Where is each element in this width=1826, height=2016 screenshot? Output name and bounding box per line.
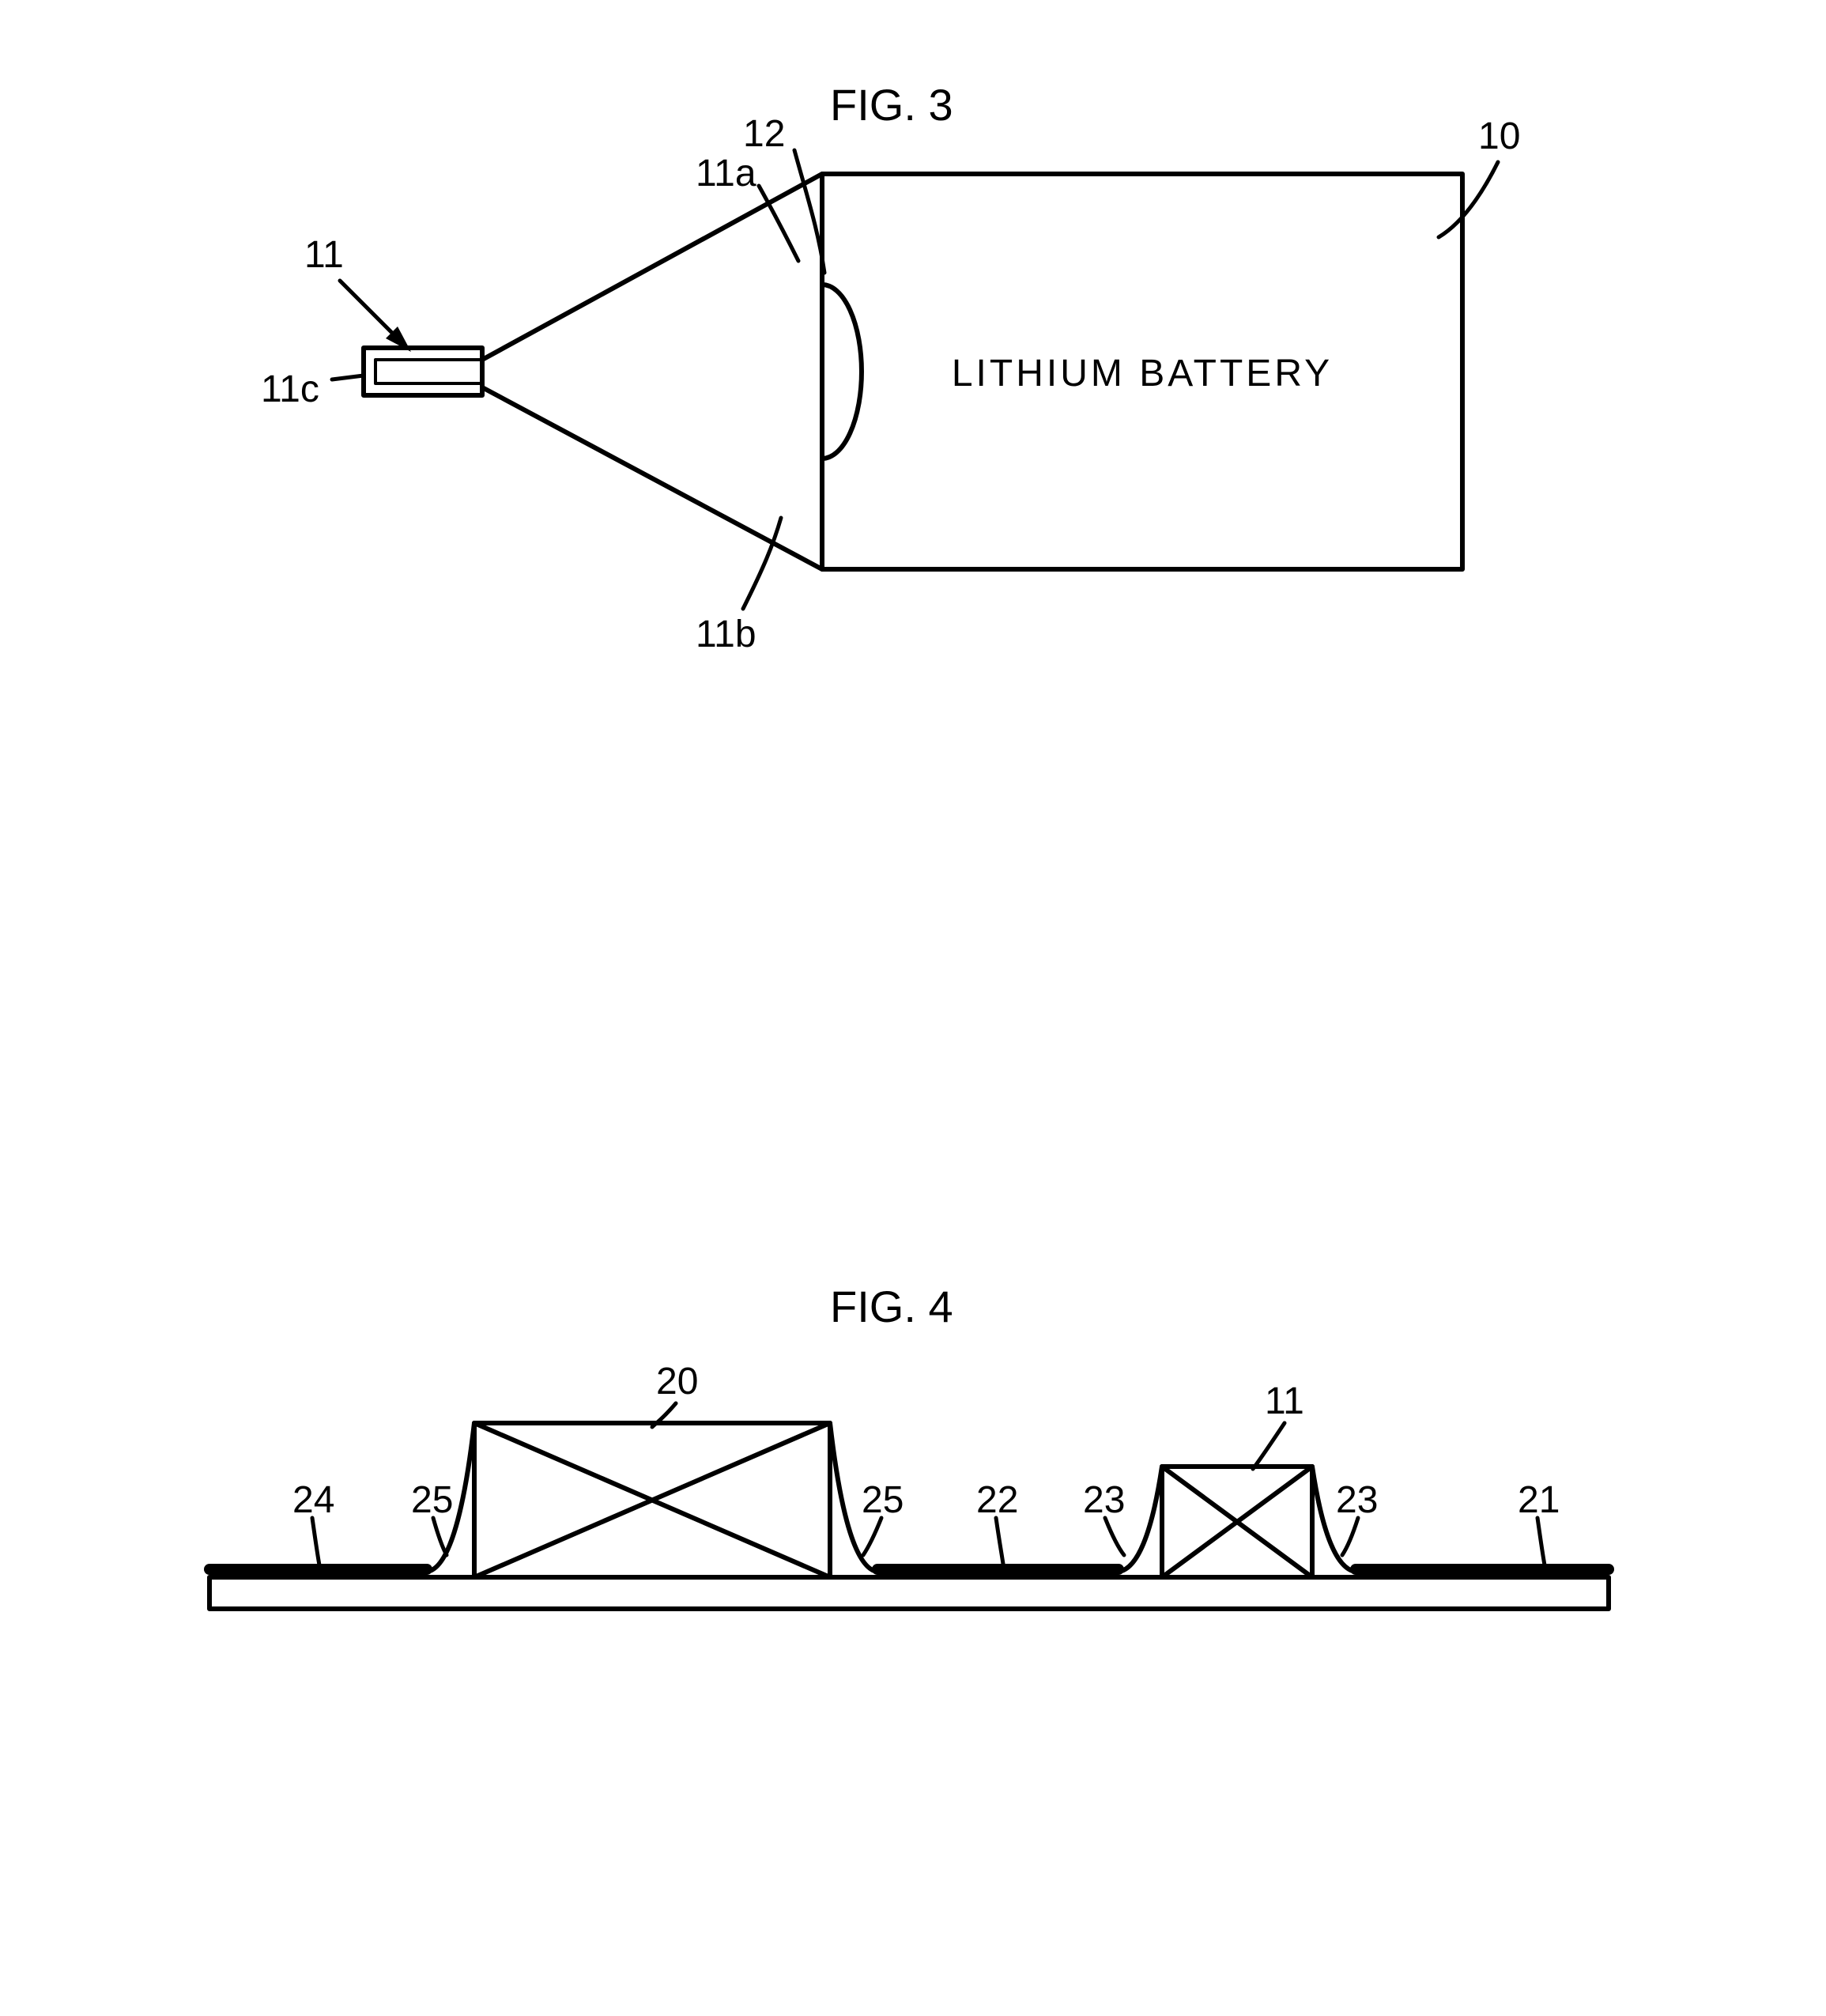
label-23R: 23 [1336, 1478, 1378, 1522]
plug-inner [375, 360, 482, 383]
gasket-arc [822, 285, 862, 459]
leader-11c [332, 376, 364, 379]
label-23L: 23 [1083, 1478, 1125, 1522]
label-25R: 25 [862, 1478, 904, 1522]
plug-outer [364, 348, 482, 395]
label-11: 11 [304, 233, 344, 277]
label-22: 22 [976, 1478, 1018, 1522]
label-10: 10 [1478, 115, 1520, 158]
fig4-title: FIG. 4 [830, 1281, 953, 1332]
label-21: 21 [1518, 1478, 1560, 1522]
label-11b: 11b [696, 613, 756, 656]
diagram-page: FIG. 3 LITHIUM BATTERY 10 [0, 0, 1826, 2016]
label-11-b: 11 [1265, 1380, 1304, 1423]
label-12: 12 [743, 112, 785, 156]
lead-top [482, 174, 822, 360]
battery-text: LITHIUM BATTERY [952, 353, 1333, 395]
label-11a: 11a [696, 152, 756, 195]
fig4-svg [0, 1344, 1826, 1818]
label-11c: 11c [261, 368, 319, 411]
label-25L: 25 [411, 1478, 453, 1522]
label-20: 20 [656, 1360, 698, 1403]
label-24: 24 [292, 1478, 334, 1522]
